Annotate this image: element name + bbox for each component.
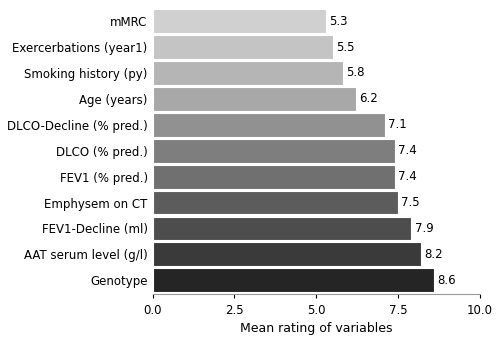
Text: 5.3: 5.3: [330, 15, 348, 28]
Text: 7.4: 7.4: [398, 170, 417, 183]
Bar: [152, 35, 332, 59]
Text: 5.5: 5.5: [336, 41, 354, 54]
Bar: [152, 242, 421, 266]
Text: 8.6: 8.6: [438, 274, 456, 287]
Bar: [152, 139, 395, 163]
Text: 7.5: 7.5: [402, 196, 420, 209]
Bar: [152, 190, 398, 214]
Text: 7.9: 7.9: [414, 222, 434, 235]
Text: 5.8: 5.8: [346, 66, 364, 79]
Bar: [152, 268, 434, 292]
Bar: [152, 113, 385, 137]
Text: 6.2: 6.2: [359, 92, 378, 105]
Bar: [152, 165, 395, 188]
Text: 7.4: 7.4: [398, 144, 417, 157]
Text: 8.2: 8.2: [424, 248, 443, 261]
Bar: [152, 216, 412, 240]
Bar: [152, 61, 342, 85]
Bar: [152, 87, 356, 111]
Bar: [152, 9, 326, 33]
Text: 7.1: 7.1: [388, 118, 407, 131]
X-axis label: Mean rating of variables: Mean rating of variables: [240, 322, 392, 335]
